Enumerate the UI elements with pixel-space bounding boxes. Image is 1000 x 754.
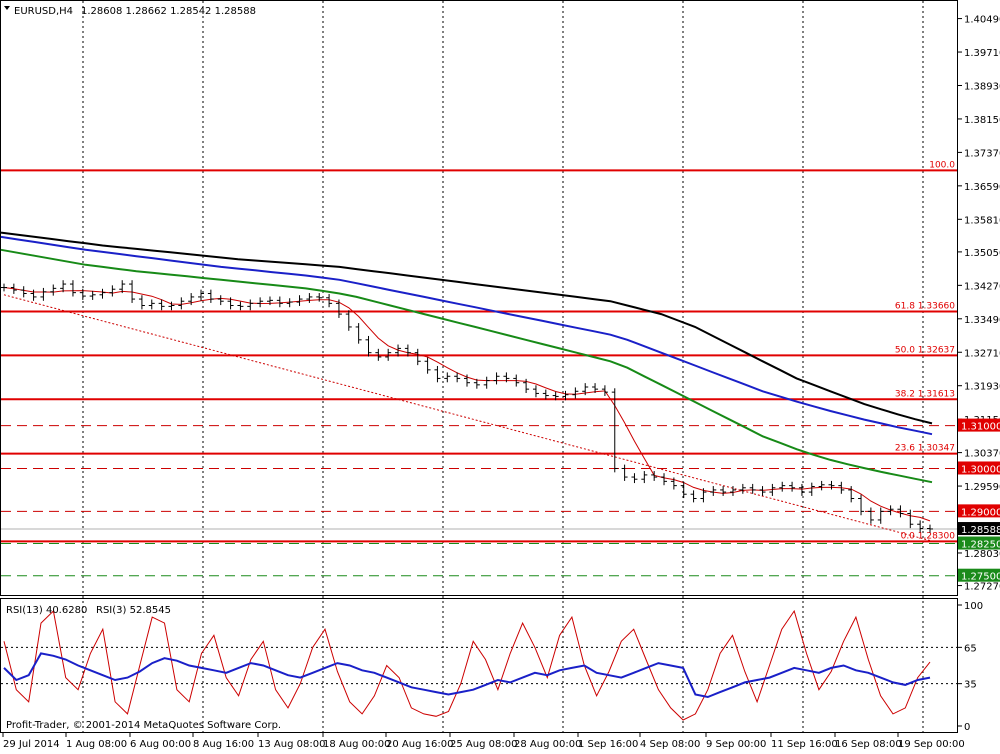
main-plot-frame [0,0,958,596]
rsi3-line [3,609,931,721]
fib-level-label: 38.2 1.31613 [895,389,955,399]
rsi-tick-label: 65 [964,643,977,654]
x-tick-label: 18 Aug 00:00 [323,739,390,750]
chart-header-symbol: EURUSD,H4 [14,6,73,17]
y-tick-label: 1.35050 [964,248,1000,259]
ma-green-line [0,248,933,484]
current-price-tag-bg [958,522,1000,536]
x-tick-label: 6 Aug 00:00 [130,739,191,750]
x-tick-label: 28 Aug 00:00 [514,739,581,750]
y-tick-label: 1.34270 [964,281,1000,292]
x-tick-label: 29 Jul 2014 [3,739,60,750]
y-tick-label: 1.36590 [964,182,1000,193]
ma-black-line [0,231,933,425]
dashed-level-tag-bg [958,418,1000,432]
x-tick-label: 1 Aug 08:00 [66,739,127,750]
x-tick-label: 11 Sep 16:00 [771,739,838,750]
chart-header-ohlc: 1.28608 1.28662 1.28542 1.28588 [81,6,256,17]
x-tick-label: 4 Sep 08:00 [640,739,700,750]
y-tick-label: 1.27270 [964,582,1000,593]
fib-level-label: 50.0 1.32637 [895,345,955,355]
y-tick-label: 1.33490 [964,315,1000,326]
current-price-tag: 1.28588 [961,525,1000,536]
green-level-tag-bg [958,568,1000,582]
y-tick-label: 1.38150 [964,115,1000,126]
x-tick-label: 13 Aug 08:00 [258,739,325,750]
rsi-tick-label: 35 [964,680,977,691]
fib-level-label: 100.0 [929,160,955,170]
rsi-tick-label: 100 [964,601,983,612]
rsi13-line [3,652,931,699]
green-level-tag: 1.27500 [961,572,1000,583]
horizontal-levels: 100.0 61.8 1.33660 50.0 1.32637 38.2 1.3161… [1,160,957,577]
rsi-plot-frame [0,598,958,733]
rsi-panel: 100 65 35 0 [1,601,983,733]
y-tick-label: 1.29590 [964,482,1000,493]
fib-level-label: 23.6 1.30347 [895,444,955,454]
moving-averages [0,231,933,522]
y-tick-label: 1.30370 [964,449,1000,460]
x-tick-label: 9 Sep 00:00 [706,739,766,750]
x-tick-label: 1 Sep 16:00 [578,739,638,750]
copyright-text: Profit-Trader, © 2001-2014 MetaQuotes So… [6,720,281,731]
y-tick-label: 1.28030 [964,549,1000,560]
y-tick-label: 1.39710 [964,48,1000,59]
dashed-level-tag: 1.31000 [961,422,1000,433]
dashed-level-tag-bg [958,504,1000,518]
fib-level-label: 0.0 1.28300 [901,531,956,541]
x-tick-label: 16 Sep 08:00 [835,739,902,750]
time-axis: 29 Jul 2014 1 Aug 08:00 6 Aug 00:00 8 Aug 1… [2,733,965,750]
x-tick-label: 20 Aug 16:00 [386,739,453,750]
y-tick-label: 1.38930 [964,81,1000,92]
y-tick-label: 1.37370 [964,148,1000,159]
y-tick-label: 1.35810 [964,215,1000,226]
x-tick-label: 8 Aug 16:00 [193,739,254,750]
ma-blue-line [0,235,933,436]
dashed-level-tag-bg [958,461,1000,475]
rsi-header-3: RSI(3) 52.8545 [96,605,171,616]
y-tick-label: 1.40490 [964,15,1000,26]
price-bars [1,280,933,533]
rsi-header-13: RSI(13) 40.6280 [6,605,87,616]
y-tick-label: 1.31930 [964,382,1000,393]
dashed-level-tag: 1.30000 [961,464,1000,475]
fib-level-label: 61.8 1.33660 [895,302,955,312]
x-tick-label: 19 Sep 00:00 [898,739,965,750]
vertical-grid [82,1,924,732]
y-tick-label: 1.32710 [964,348,1000,359]
x-tick-label: 25 Aug 08:00 [450,739,517,750]
price-axis: 1.40490 1.39710 1.38930 1.38150 1.37370 1.365… [957,15,1000,593]
rsi-tick-label: 0 [964,722,970,733]
green-level-tag: 1.28250 [961,540,1000,551]
dashed-level-tag: 1.29000 [961,507,1000,518]
green-level-tag-bg [958,536,1000,550]
collapse-arrow-icon[interactable] [4,6,10,10]
